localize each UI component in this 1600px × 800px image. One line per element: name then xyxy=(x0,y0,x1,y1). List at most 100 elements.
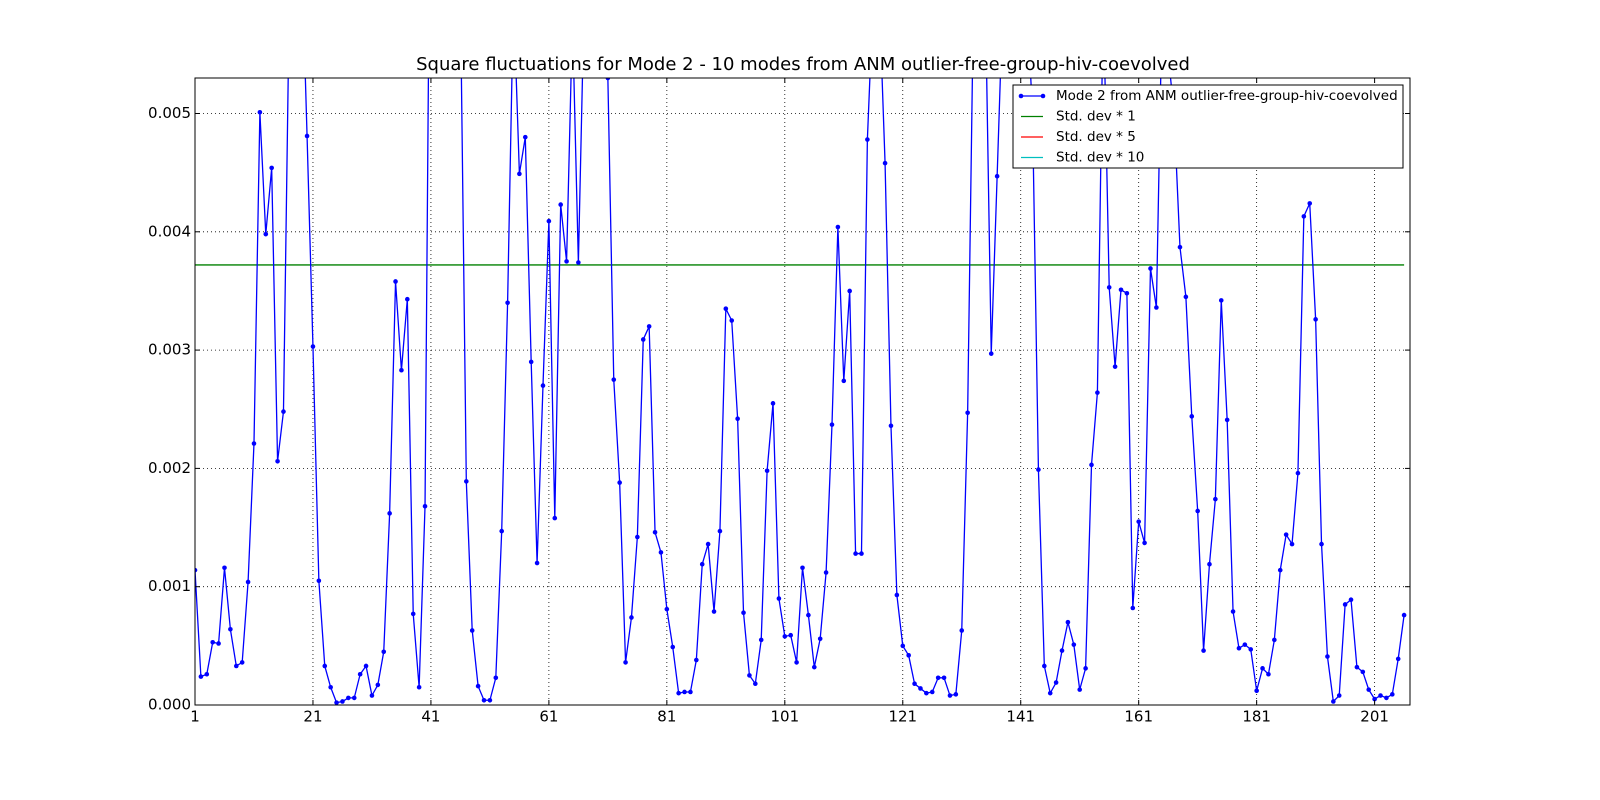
data-point xyxy=(1224,417,1230,423)
data-point xyxy=(1059,648,1065,653)
data-point xyxy=(487,697,493,703)
data-point xyxy=(1077,687,1083,692)
data-point xyxy=(251,441,257,446)
data-point xyxy=(1053,680,1059,685)
data-point xyxy=(894,592,900,598)
data-point xyxy=(800,565,805,571)
y-tick-label: 0.001 xyxy=(148,577,191,595)
data-point xyxy=(682,689,687,695)
data-point xyxy=(611,377,617,382)
data-point xyxy=(245,579,251,585)
data-point xyxy=(540,383,546,388)
data-point xyxy=(823,570,829,575)
data-point xyxy=(552,515,558,521)
data-point xyxy=(1236,645,1242,651)
data-point xyxy=(994,173,1000,179)
data-point xyxy=(670,644,676,650)
data-point xyxy=(1248,647,1254,652)
data-point xyxy=(564,259,569,264)
data-point xyxy=(517,171,522,177)
data-point xyxy=(776,596,782,601)
data-point xyxy=(334,700,339,705)
data-point xyxy=(228,626,233,632)
data-point xyxy=(363,663,369,669)
data-point xyxy=(1348,597,1354,603)
data-point xyxy=(811,664,817,670)
data-point xyxy=(1242,642,1248,647)
x-tick-label: 101 xyxy=(770,708,799,726)
data-point xyxy=(1201,648,1206,653)
data-point xyxy=(1313,317,1318,322)
x-tick-label: 201 xyxy=(1360,708,1389,726)
data-point xyxy=(1372,696,1377,702)
data-point xyxy=(340,699,345,704)
data-point xyxy=(1378,693,1383,698)
data-point xyxy=(829,422,835,427)
data-point xyxy=(782,634,788,639)
legend-label: Std. dev * 5 xyxy=(1056,129,1136,145)
data-point xyxy=(1036,467,1041,472)
data-point xyxy=(481,697,487,703)
data-point xyxy=(1207,561,1212,567)
data-point xyxy=(764,468,770,474)
data-point xyxy=(841,378,847,384)
data-point xyxy=(1289,541,1295,547)
data-point xyxy=(1118,287,1124,293)
data-point xyxy=(1301,214,1307,219)
data-point xyxy=(1095,390,1100,395)
legend-label: Std. dev * 10 xyxy=(1056,150,1144,166)
data-point xyxy=(941,675,947,681)
data-point xyxy=(1106,285,1112,290)
data-point xyxy=(1283,532,1289,537)
data-point xyxy=(239,660,245,665)
x-tick-label: 41 xyxy=(421,708,440,726)
data-point xyxy=(688,689,693,695)
data-point xyxy=(735,416,740,422)
x-tick-label: 141 xyxy=(1006,708,1035,726)
data-point xyxy=(640,337,646,342)
legend-marker xyxy=(1040,93,1046,99)
data-point xyxy=(375,682,381,688)
x-tick-label: 181 xyxy=(1242,708,1271,726)
data-point xyxy=(1277,567,1283,573)
data-point xyxy=(1254,688,1259,694)
data-point xyxy=(1401,612,1407,618)
data-point xyxy=(888,423,894,429)
data-point xyxy=(1390,692,1395,697)
data-point xyxy=(988,351,994,356)
x-tick-label: 161 xyxy=(1124,708,1153,726)
chart-title: Square fluctuations for Mode 2 - 10 mode… xyxy=(416,54,1190,75)
data-point xyxy=(346,695,351,701)
y-tick-label: 0.004 xyxy=(148,222,191,240)
data-point xyxy=(1366,687,1372,692)
legend-label: Std. dev * 1 xyxy=(1056,109,1136,125)
data-point xyxy=(233,663,239,669)
data-point xyxy=(499,528,504,534)
legend: Mode 2 from ANM outlier-free-group-hiv-c… xyxy=(1012,84,1404,169)
data-point xyxy=(1195,508,1200,514)
data-point xyxy=(900,643,906,649)
data-point xyxy=(623,660,628,665)
data-point xyxy=(1112,364,1118,369)
data-point xyxy=(953,692,959,697)
data-point xyxy=(198,674,204,679)
data-point xyxy=(918,686,923,691)
data-point xyxy=(770,401,776,406)
data-point xyxy=(935,675,941,681)
data-point xyxy=(1325,654,1330,659)
data-point xyxy=(835,224,841,230)
data-point xyxy=(1319,541,1324,547)
plot-area xyxy=(195,78,1407,705)
data-point xyxy=(464,479,469,484)
data-point xyxy=(924,690,929,696)
data-point xyxy=(1354,664,1360,670)
data-point xyxy=(546,218,552,224)
data-point xyxy=(281,409,286,414)
data-point xyxy=(723,306,729,311)
data-point xyxy=(847,288,852,294)
data-line xyxy=(195,78,1405,704)
x-tick-label: 81 xyxy=(657,708,676,726)
data-point xyxy=(652,529,658,535)
